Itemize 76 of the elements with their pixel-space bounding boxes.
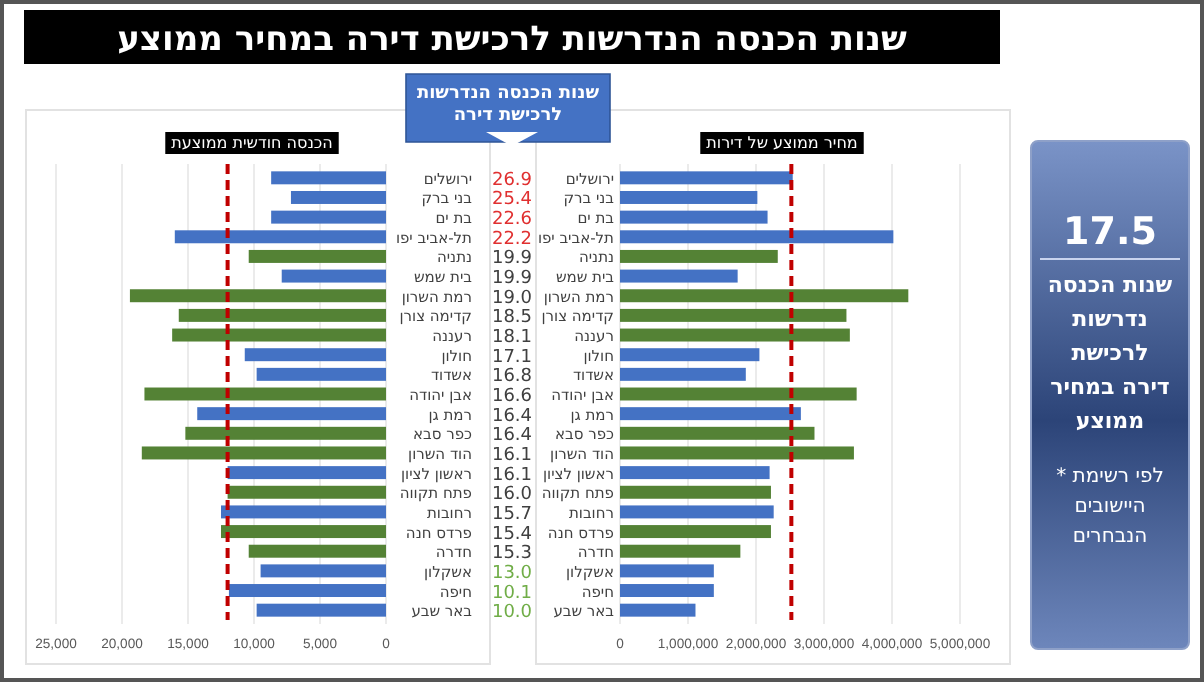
data-label: 16.1 bbox=[491, 465, 533, 486]
bar bbox=[620, 308, 847, 322]
text: * לפי רשימת היישובים הנבחרים bbox=[1054, 464, 1166, 552]
bar bbox=[620, 348, 760, 362]
bar bbox=[620, 171, 793, 185]
data-label: 22.6 bbox=[491, 210, 533, 231]
data-label: 19.0 bbox=[491, 288, 533, 309]
bar bbox=[620, 426, 815, 440]
text: שנות הכנסה הנדרשות לרכישת דירה bbox=[416, 84, 600, 126]
data-label: 25.4 bbox=[491, 190, 533, 211]
data-label: 15.3 bbox=[491, 544, 533, 565]
data-label: 18.1 bbox=[491, 328, 533, 349]
data-label: 13.0 bbox=[491, 563, 533, 584]
bar bbox=[256, 603, 386, 617]
data-label: 10.0 bbox=[491, 603, 533, 624]
bar bbox=[620, 190, 758, 204]
data-label: 22.2 bbox=[491, 229, 533, 250]
bar bbox=[620, 367, 746, 381]
bar bbox=[620, 328, 850, 342]
bar bbox=[227, 466, 386, 480]
bar bbox=[620, 269, 738, 283]
data-label: 15.4 bbox=[491, 524, 533, 545]
bar bbox=[620, 584, 714, 598]
bar bbox=[197, 407, 386, 421]
bar bbox=[221, 505, 386, 519]
bar bbox=[271, 171, 386, 185]
bar bbox=[256, 367, 386, 381]
bar bbox=[620, 210, 768, 224]
chart-title: הכנסה חודשית ממוצעת bbox=[171, 134, 333, 152]
bar bbox=[620, 249, 778, 263]
bar bbox=[129, 289, 386, 303]
bar bbox=[260, 564, 386, 578]
chart-title: מחיר ממוצע של דירות bbox=[706, 134, 858, 152]
bar bbox=[271, 210, 386, 224]
bar bbox=[620, 407, 801, 421]
data-label: 19.9 bbox=[491, 269, 533, 290]
title: שנות הכנסה הנדרשות לרכישת דירה במחיר ממוצע bbox=[24, 10, 1000, 64]
data-label: 15.7 bbox=[491, 504, 533, 525]
bar bbox=[248, 249, 386, 263]
bar bbox=[620, 525, 771, 539]
bar bbox=[290, 190, 386, 204]
bar bbox=[620, 505, 774, 519]
bar bbox=[620, 387, 857, 401]
data-label: 19.9 bbox=[491, 249, 533, 270]
bar bbox=[185, 426, 386, 440]
data-label: 26.9 bbox=[491, 170, 533, 191]
bar bbox=[227, 485, 386, 499]
bar bbox=[221, 525, 386, 539]
bar bbox=[244, 348, 386, 362]
text: שנות הכנסה נדרשות לרכישת דירה במחיר ממוצע bbox=[1045, 270, 1175, 438]
bar bbox=[620, 466, 770, 480]
bar bbox=[281, 269, 386, 283]
bar bbox=[620, 446, 854, 460]
data-label: 16.6 bbox=[491, 387, 533, 407]
data-label: 16.0 bbox=[491, 485, 533, 506]
data-label: 16.4 bbox=[491, 426, 533, 447]
bar bbox=[178, 308, 386, 322]
text: 17.5 bbox=[1040, 210, 1180, 260]
bar bbox=[141, 446, 386, 460]
bar bbox=[620, 485, 771, 499]
bar bbox=[174, 230, 386, 244]
bar bbox=[172, 328, 386, 342]
data-label: 10.1 bbox=[491, 583, 533, 604]
data-label: 18.5 bbox=[491, 308, 533, 329]
bar bbox=[620, 230, 894, 244]
bar bbox=[620, 544, 741, 558]
bar bbox=[620, 564, 714, 578]
bar bbox=[228, 584, 386, 598]
data-label: 16.1 bbox=[491, 445, 533, 466]
bar bbox=[248, 544, 386, 558]
bar bbox=[620, 289, 909, 303]
data-label: 17.1 bbox=[491, 347, 533, 368]
data-label: 16.4 bbox=[491, 406, 533, 427]
bar bbox=[620, 603, 696, 617]
bar bbox=[144, 387, 386, 401]
data-label: 16.8 bbox=[491, 367, 533, 388]
